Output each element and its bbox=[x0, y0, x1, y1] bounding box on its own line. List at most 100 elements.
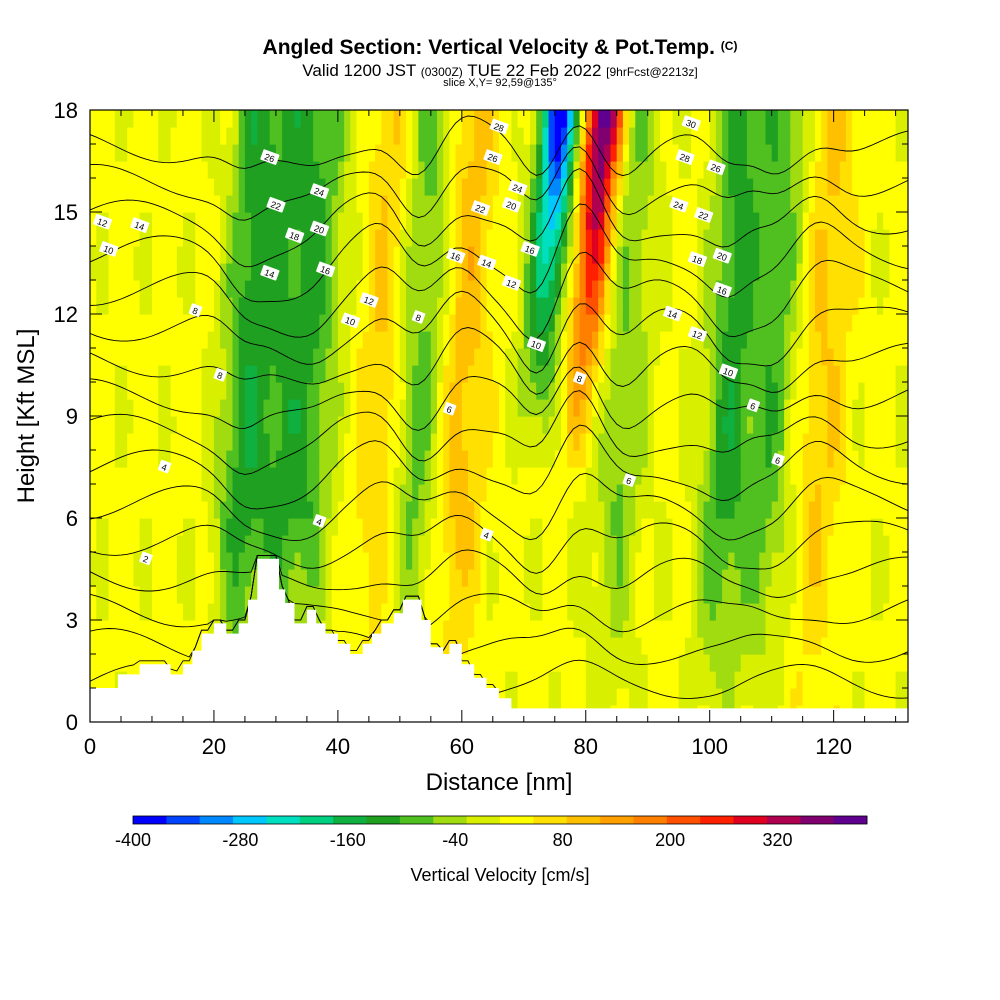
field-cell bbox=[275, 484, 283, 502]
field-cell bbox=[585, 620, 593, 638]
field-cell bbox=[375, 246, 382, 264]
field-cell bbox=[554, 501, 562, 519]
field-cell bbox=[554, 467, 562, 485]
field-cell bbox=[883, 144, 890, 162]
field-cell bbox=[567, 348, 574, 366]
field-cell bbox=[455, 144, 463, 162]
field-cell bbox=[858, 637, 866, 655]
field-cell bbox=[207, 348, 215, 366]
field-cell bbox=[90, 382, 97, 400]
field-cell bbox=[901, 212, 908, 230]
field-cell bbox=[313, 382, 320, 400]
field-cell bbox=[542, 467, 550, 485]
field-cell bbox=[170, 569, 178, 587]
field-cell bbox=[901, 518, 908, 536]
field-cell bbox=[474, 535, 481, 553]
field-cell bbox=[183, 144, 190, 162]
field-cell bbox=[870, 688, 878, 706]
field-cell bbox=[722, 110, 729, 128]
field-cell bbox=[505, 314, 512, 332]
field-cell bbox=[870, 331, 878, 349]
field-cell bbox=[536, 416, 543, 434]
field-cell bbox=[480, 314, 488, 332]
field-cell bbox=[660, 484, 667, 502]
field-cell bbox=[567, 144, 574, 162]
field-cell bbox=[635, 433, 643, 451]
field-cell bbox=[145, 518, 153, 536]
field-cell bbox=[251, 229, 258, 247]
field-cell bbox=[121, 467, 128, 485]
field-cell bbox=[306, 178, 314, 196]
field-cell bbox=[815, 467, 822, 485]
field-cell bbox=[158, 297, 165, 315]
field-cell bbox=[740, 144, 748, 162]
field-cell bbox=[226, 501, 234, 519]
field-cell bbox=[300, 246, 308, 264]
field-cell bbox=[629, 416, 636, 434]
field-cell bbox=[877, 416, 884, 434]
contour-label-group: 26 bbox=[483, 149, 503, 165]
field-cell bbox=[858, 654, 866, 672]
field-cell bbox=[480, 348, 488, 366]
field-cell bbox=[784, 552, 791, 570]
field-cell bbox=[164, 467, 172, 485]
field-cell bbox=[598, 552, 605, 570]
field-cell bbox=[759, 399, 767, 417]
field-cell bbox=[536, 195, 543, 213]
field-cell bbox=[740, 484, 748, 502]
field-cell bbox=[152, 603, 159, 621]
field-cell bbox=[548, 195, 556, 213]
field-cell bbox=[592, 110, 599, 128]
field-cell bbox=[114, 518, 122, 536]
field-cell bbox=[901, 433, 908, 451]
field-cell bbox=[133, 450, 141, 468]
field-cell bbox=[375, 195, 382, 213]
field-cell bbox=[709, 671, 717, 689]
field-cell bbox=[399, 195, 407, 213]
field-cell bbox=[833, 314, 841, 332]
field-cell bbox=[889, 433, 897, 451]
field-cell bbox=[598, 229, 605, 247]
field-cell bbox=[808, 161, 816, 179]
field-cell bbox=[815, 212, 822, 230]
field-cell bbox=[455, 161, 463, 179]
field-cell bbox=[870, 416, 878, 434]
field-cell bbox=[344, 484, 351, 502]
field-cell bbox=[207, 450, 215, 468]
field-cell bbox=[306, 382, 314, 400]
field-cell bbox=[337, 348, 345, 366]
field-cell bbox=[784, 586, 791, 604]
contour-label-group: 10 bbox=[340, 312, 361, 329]
field-cell bbox=[672, 178, 680, 196]
field-cell bbox=[610, 586, 618, 604]
field-cell bbox=[300, 127, 308, 145]
field-cell bbox=[170, 246, 178, 264]
field-cell bbox=[480, 110, 488, 128]
field-cell bbox=[381, 246, 389, 264]
contour-label: 26 bbox=[263, 152, 276, 165]
field-cell bbox=[796, 569, 804, 587]
field-cell bbox=[790, 569, 798, 587]
field-cell bbox=[852, 637, 859, 655]
field-cell bbox=[790, 229, 798, 247]
field-cell bbox=[108, 399, 116, 417]
field-cell bbox=[158, 654, 165, 672]
field-cell bbox=[152, 178, 159, 196]
field-cell bbox=[121, 569, 128, 587]
field-cell bbox=[387, 280, 395, 298]
field-cell bbox=[622, 195, 630, 213]
field-cell bbox=[244, 195, 252, 213]
field-cell bbox=[666, 127, 674, 145]
field-cell bbox=[158, 603, 165, 621]
field-cell bbox=[684, 212, 692, 230]
field-cell bbox=[759, 620, 767, 638]
field-cell bbox=[622, 161, 630, 179]
contour-label: 20 bbox=[313, 223, 326, 236]
field-cell bbox=[145, 535, 153, 553]
contour-label: 4 bbox=[160, 462, 168, 473]
field-cell bbox=[877, 399, 884, 417]
field-cell bbox=[777, 195, 785, 213]
field-cell bbox=[765, 688, 773, 706]
field-cell bbox=[542, 484, 550, 502]
field-cell bbox=[765, 671, 773, 689]
